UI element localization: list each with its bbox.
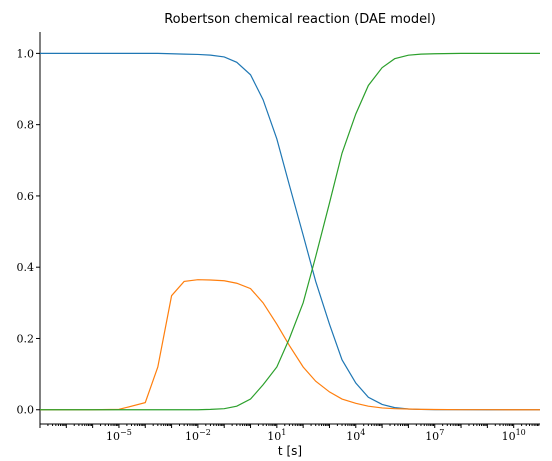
y-tick-label: 1.0	[17, 47, 35, 60]
x-tick-label: 104	[346, 428, 365, 443]
x-tick-base: 10	[267, 430, 281, 443]
x-tick-exponent: 4	[360, 428, 365, 437]
x-tick-exponent: 10	[516, 428, 526, 437]
chart-title: Robertson chemical reaction (DAE model)	[164, 12, 436, 27]
y-tick-label: 0.4	[17, 261, 35, 274]
x-tick-base: 10	[346, 430, 360, 443]
y-axis-ticks: 0.0 0.2 0.4 0.6 0.8 1.0	[17, 47, 40, 417]
x-tick-exponent: −5	[120, 428, 132, 437]
x-tick-base: 10	[185, 430, 199, 443]
x-tick-base: 10	[502, 430, 516, 443]
x-tick-exponent: 1	[281, 428, 286, 437]
y-tick-label: 0.2	[17, 332, 35, 345]
y-tick-label: 0.6	[17, 190, 35, 203]
x-tick-label: 10−5	[106, 428, 132, 443]
x-axis-label: t [s]	[278, 444, 302, 458]
x-axis-ticks: 10−5 10−2 101 104 107 1010	[39, 424, 540, 443]
x-tick-base: 10	[106, 430, 120, 443]
x-tick-label: 107	[425, 428, 444, 443]
x-tick-label: 1010	[502, 428, 526, 443]
x-tick-label: 10−2	[185, 428, 211, 443]
plot-area: 0.00.20.40.60.81.0 10−5 10−2 101 104 107 1010	[17, 32, 540, 443]
series-line-1	[40, 52, 540, 411]
x-tick-base: 10	[425, 430, 439, 443]
y-tick-label: 0.0	[17, 404, 35, 417]
y-tick-label: 0.8	[17, 119, 35, 132]
x-tick-exponent: 7	[439, 428, 444, 437]
series-line-3	[40, 52, 540, 411]
series-group	[40, 52, 540, 411]
series-line-2	[40, 279, 540, 411]
x-tick-label: 101	[267, 428, 286, 443]
x-tick-exponent: −2	[199, 428, 211, 437]
